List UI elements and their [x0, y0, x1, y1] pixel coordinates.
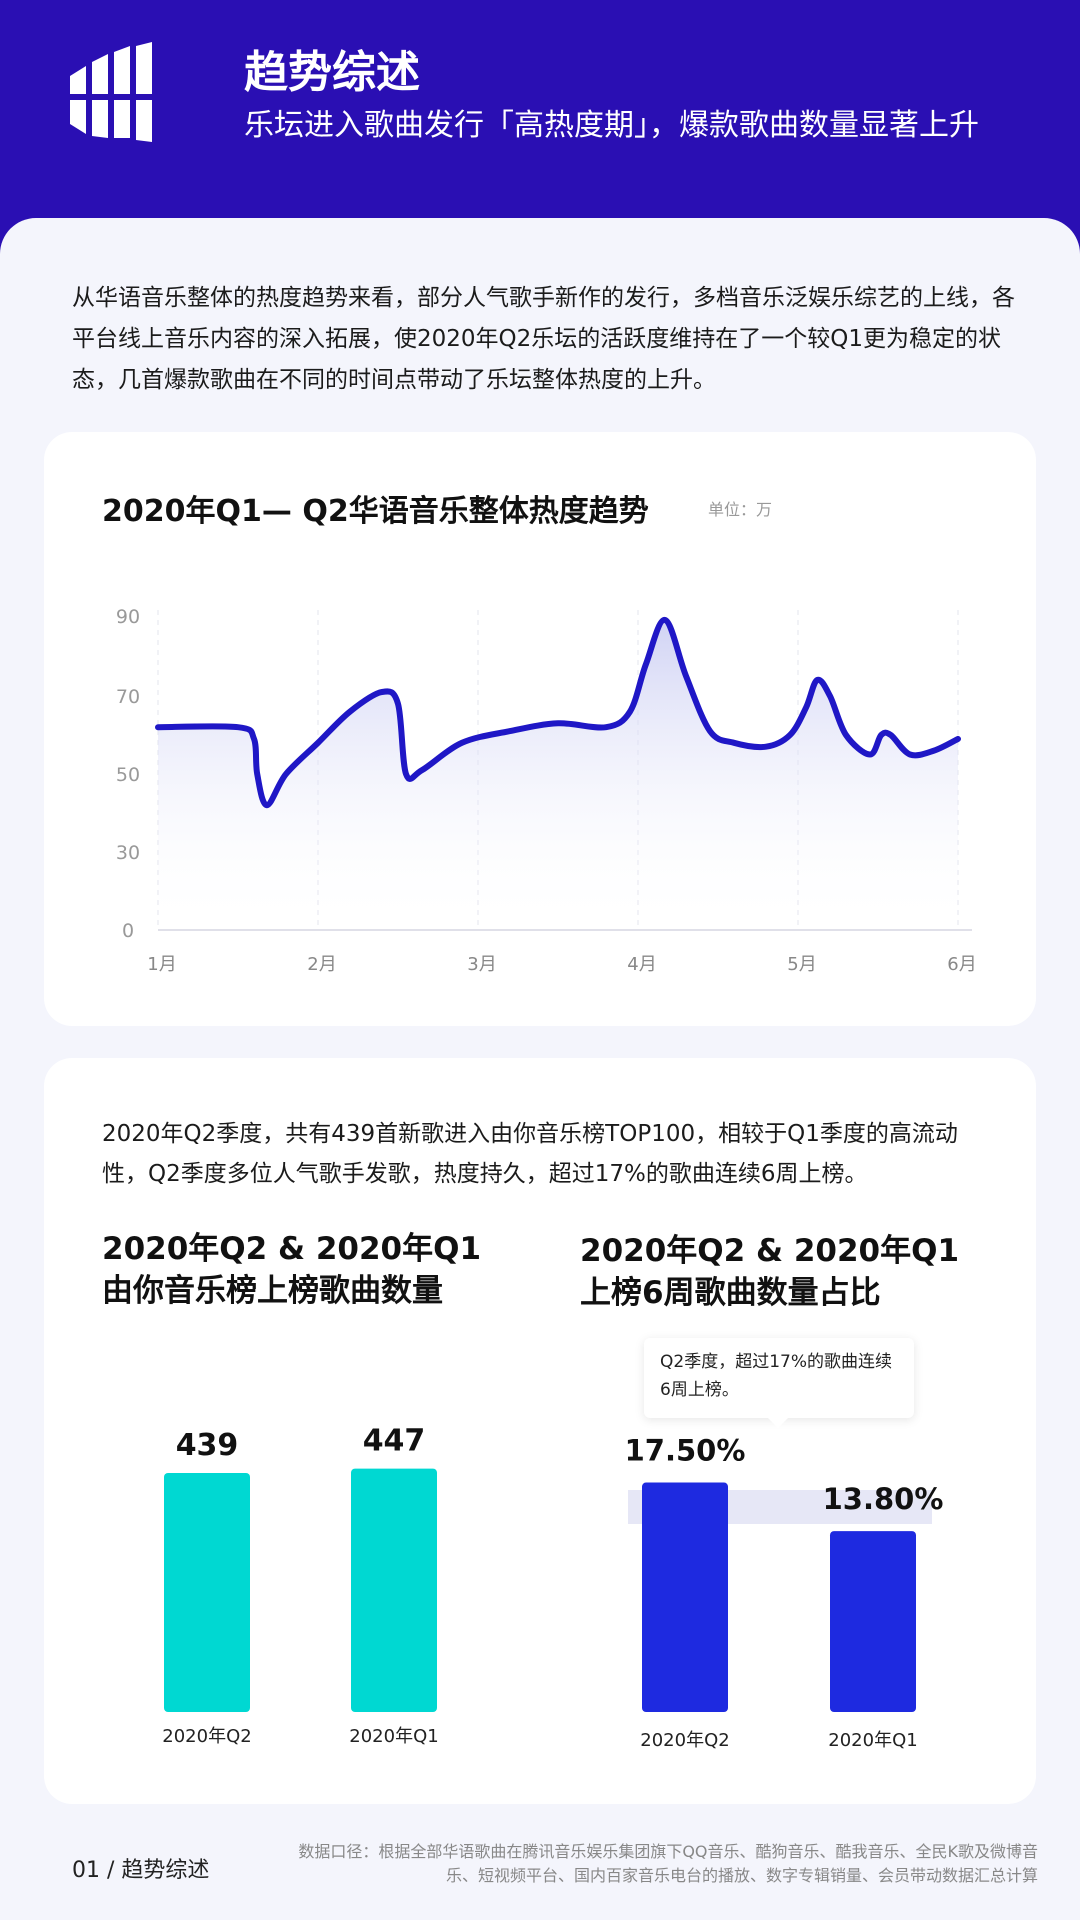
- x-tick-label: 1月: [147, 954, 176, 975]
- x-tick-label: 5月: [787, 954, 816, 975]
- ratio-value-label: 17.50%: [625, 1434, 746, 1468]
- y-tick-label: 70: [116, 686, 140, 708]
- y-tick-label: 50: [116, 764, 140, 786]
- count-bar: [164, 1472, 250, 1712]
- ratio-chart-title-line1: 2020年Q2 & 2020年Q1: [580, 1233, 960, 1269]
- trend-area-fill: [158, 619, 958, 930]
- trend-chart-title: 2020年Q1— Q2华语音乐整体热度趋势: [102, 494, 649, 529]
- y-tick-label: 0: [122, 920, 134, 942]
- count-chart-title-line2: 由你音乐榜上榜歌曲数量: [102, 1273, 443, 1309]
- ratio-bar: [642, 1482, 728, 1712]
- count-chart-title: 2020年Q2 & 2020年Q1 由你音乐榜上榜歌曲数量: [102, 1228, 481, 1312]
- trend-chart: 1月 2月 3月 4月 5月 6月 0 30 50 70 90: [116, 606, 977, 975]
- page-header: 趋势综述 乐坛进入歌曲发行「高热度期」，爆款歌曲数量显著上升: [0, 0, 1080, 260]
- count-bar: [351, 1468, 437, 1712]
- count-value-label: 447: [363, 1424, 426, 1459]
- x-tick-label: 6月: [947, 954, 976, 975]
- bar-charts: 439 2020年Q2 447 2020年Q1 17.50% 2020年Q2 13.80% 2…: [162, 1424, 944, 1751]
- ratio-category-label: 2020年Q2: [640, 1730, 729, 1751]
- ratio-chart-title: 2020年Q2 & 2020年Q1 上榜6周歌曲数量占比: [580, 1230, 959, 1314]
- y-tick-label: 90: [116, 606, 140, 628]
- brand-logo-icon: [70, 42, 152, 142]
- count-value-label: 439: [176, 1428, 239, 1463]
- data-source-note: 数据口径：根据全部华语歌曲在腾讯音乐娱乐集团旗下QQ音乐、酷狗音乐、酷我音乐、全…: [298, 1842, 1038, 1885]
- intro-paragraph: 从华语音乐整体的热度趋势来看，部分人气歌手新作的发行，多档音乐泛娱乐综艺的上线，…: [72, 285, 1015, 393]
- x-tick-label: 4月: [627, 954, 656, 975]
- y-tick-label: 30: [116, 842, 140, 864]
- ratio-callout: Q2季度，超过17%的歌曲连续6周上榜。: [644, 1338, 914, 1428]
- ratio-bar: [830, 1531, 916, 1712]
- page-title: 趋势综述: [244, 47, 420, 98]
- chart-stats-card: 2020年Q2季度，共有439首新歌进入由你音乐榜TOP100，相较于Q1季度的…: [44, 1058, 1036, 1804]
- page-footer-label: 01 / 趋势综述: [72, 1858, 210, 1883]
- x-tick-label: 3月: [467, 954, 496, 975]
- x-tick-label: 2月: [307, 954, 336, 975]
- count-chart-title-line1: 2020年Q2 & 2020年Q1: [102, 1231, 482, 1267]
- ratio-value-label: 13.80%: [823, 1482, 944, 1516]
- trend-chart-unit: 单位：万: [708, 500, 773, 519]
- trend-series-line: [155, 617, 961, 809]
- count-category-label: 2020年Q2: [162, 1726, 251, 1747]
- stats-paragraph: 2020年Q2季度，共有439首新歌进入由你音乐榜TOP100，相较于Q1季度的…: [102, 1121, 958, 1187]
- ratio-category-label: 2020年Q1: [828, 1730, 917, 1751]
- count-category-label: 2020年Q1: [349, 1726, 438, 1747]
- page-subtitle: 乐坛进入歌曲发行「高热度期」，爆款歌曲数量显著上升: [244, 108, 979, 143]
- trend-chart-card: 2020年Q1— Q2华语音乐整体热度趋势 单位：万 1月 2月 3月 4月 5月 6月 0…: [44, 432, 1036, 1026]
- ratio-chart-title-line2: 上榜6周歌曲数量占比: [580, 1275, 881, 1311]
